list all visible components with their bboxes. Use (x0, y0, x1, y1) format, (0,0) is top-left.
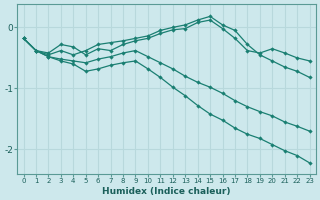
X-axis label: Humidex (Indice chaleur): Humidex (Indice chaleur) (102, 187, 231, 196)
